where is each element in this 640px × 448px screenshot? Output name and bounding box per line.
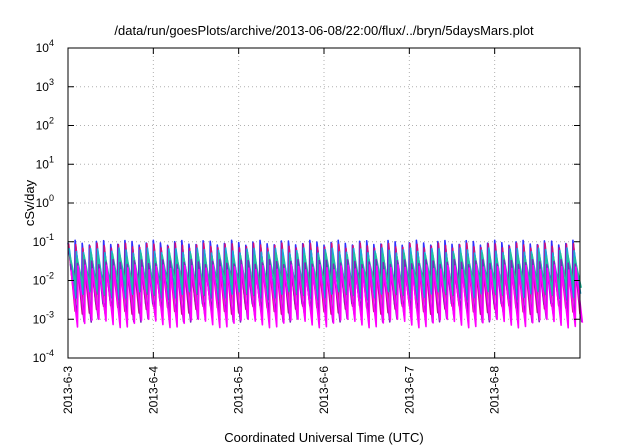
x-tick-label: 2013-6-7 xyxy=(402,366,416,414)
y-tick-label: 103 xyxy=(36,77,54,94)
series-layer xyxy=(67,239,584,329)
x-axis-label: Coordinated Universal Time (UTC) xyxy=(224,430,423,445)
series-line xyxy=(70,264,584,329)
x-tick-label: 2013-6-4 xyxy=(146,366,160,414)
y-tick-label: 101 xyxy=(36,154,54,171)
y-tick-label: 100 xyxy=(36,193,54,210)
x-ticks: 2013-6-3 2013-6-4 2013-6-5 2013-6-6 2013-6-7… xyxy=(61,48,502,414)
x-tick-label: 2013-6-5 xyxy=(232,366,246,414)
y-tick-label: 104 xyxy=(36,38,54,55)
y-tick-label: 10-3 xyxy=(33,309,54,326)
x-tick-label: 2013-6-3 xyxy=(61,366,75,414)
y-tick-label: 102 xyxy=(36,116,54,133)
y-axis-label: cSv/day xyxy=(22,179,37,226)
y-tick-label: 10-4 xyxy=(33,348,54,365)
x-tick-label: 2013-6-6 xyxy=(317,366,331,414)
y-tick-label: 10-2 xyxy=(33,271,54,288)
y-tick-label: 10-1 xyxy=(33,232,54,249)
x-tick-label: 2013-6-8 xyxy=(488,366,502,414)
chart-title: /data/run/goesPlots/archive/2013-06-08/2… xyxy=(114,23,534,38)
y-ticks: 10-4 10-3 10-2 10-1 100 101 102 103 104 xyxy=(33,38,580,365)
